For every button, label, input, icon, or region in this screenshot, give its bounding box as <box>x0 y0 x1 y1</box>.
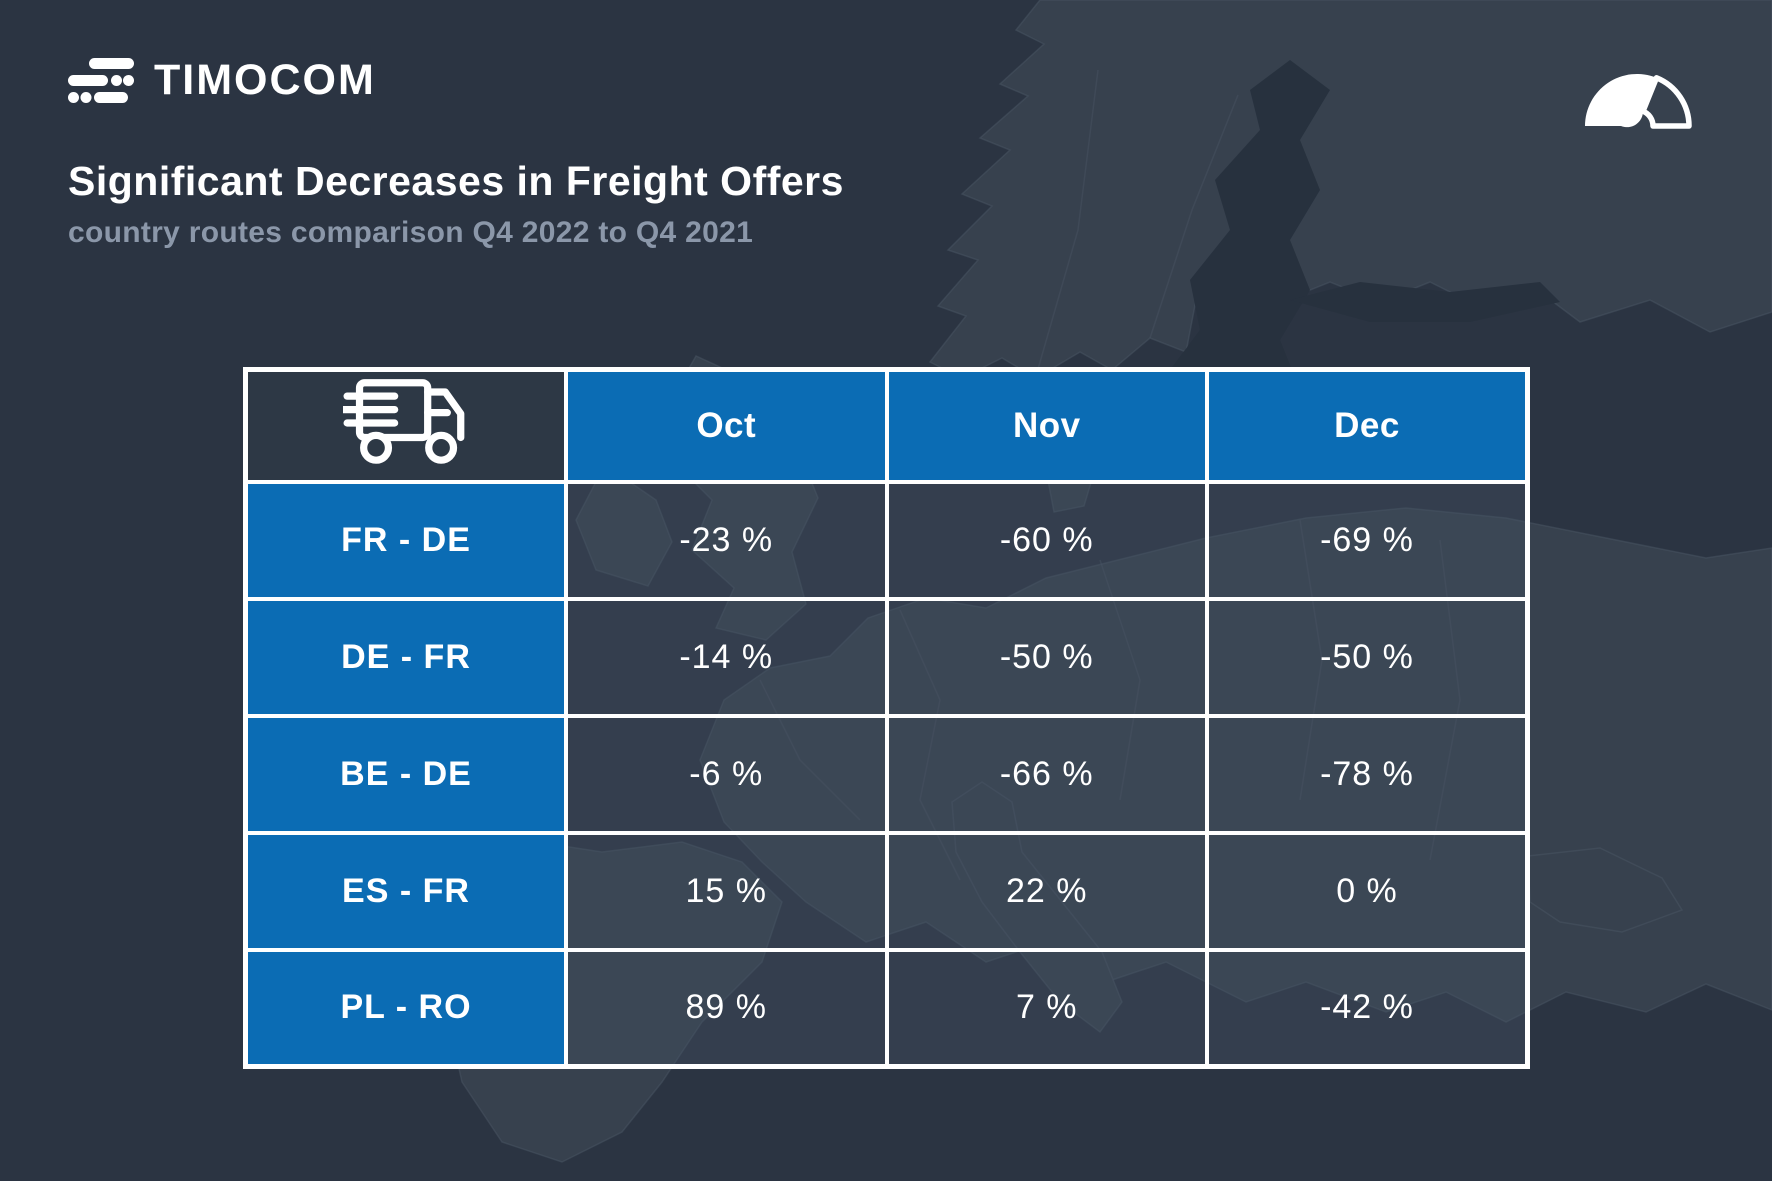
value-cell: -69 % <box>1205 479 1530 601</box>
page-title: Significant Decreases in Freight Offers <box>68 158 844 204</box>
value-cell: -66 % <box>884 713 1209 835</box>
table-row: FR - DE -23 % -60 % -69 % <box>243 479 1530 601</box>
timocom-logo: TIMOCOM <box>68 56 376 105</box>
delivery-truck-icon <box>339 379 465 465</box>
value-cell: -50 % <box>1205 596 1530 718</box>
route-cell: BE - DE <box>243 713 568 835</box>
page-subtitle: country routes comparison Q4 2022 to Q4 … <box>68 216 754 249</box>
value-cell: 15 % <box>564 830 889 952</box>
value-cell: -78 % <box>1205 713 1530 835</box>
value-cell: -6 % <box>564 713 889 835</box>
timocom-logo-text: TIMOCOM <box>154 56 376 104</box>
table-row: BE - DE -6 % -66 % -78 % <box>243 713 1530 835</box>
value-cell: -23 % <box>564 479 889 601</box>
value-cell: 7 % <box>884 947 1209 1069</box>
table-row: DE - FR -14 % -50 % -50 % <box>243 596 1530 718</box>
table-row: PL - RO 89 % 7 % -42 % <box>243 947 1530 1069</box>
value-cell: -42 % <box>1205 947 1530 1069</box>
table-header-row: Oct Nov Dec <box>243 367 1530 484</box>
value-cell: -60 % <box>884 479 1209 601</box>
column-header-oct: Oct <box>564 367 889 484</box>
column-header-nov: Nov <box>884 367 1209 484</box>
route-cell: DE - FR <box>243 596 568 718</box>
route-cell: FR - DE <box>243 479 568 601</box>
gauge-icon <box>1585 74 1692 129</box>
table-row: ES - FR 15 % 22 % 0 % <box>243 830 1530 952</box>
route-cell: PL - RO <box>243 947 568 1069</box>
freight-offers-table: Oct Nov Dec FR - DE -23 % -60 % -69 % DE… <box>243 367 1530 1069</box>
table-corner-cell <box>243 367 568 484</box>
route-cell: ES - FR <box>243 830 568 952</box>
value-cell: -14 % <box>564 596 889 718</box>
timocom-logo-icon <box>68 57 134 103</box>
column-header-dec: Dec <box>1205 367 1530 484</box>
value-cell: 22 % <box>884 830 1209 952</box>
value-cell: 89 % <box>564 947 889 1069</box>
value-cell: 0 % <box>1205 830 1530 952</box>
value-cell: -50 % <box>884 596 1209 718</box>
